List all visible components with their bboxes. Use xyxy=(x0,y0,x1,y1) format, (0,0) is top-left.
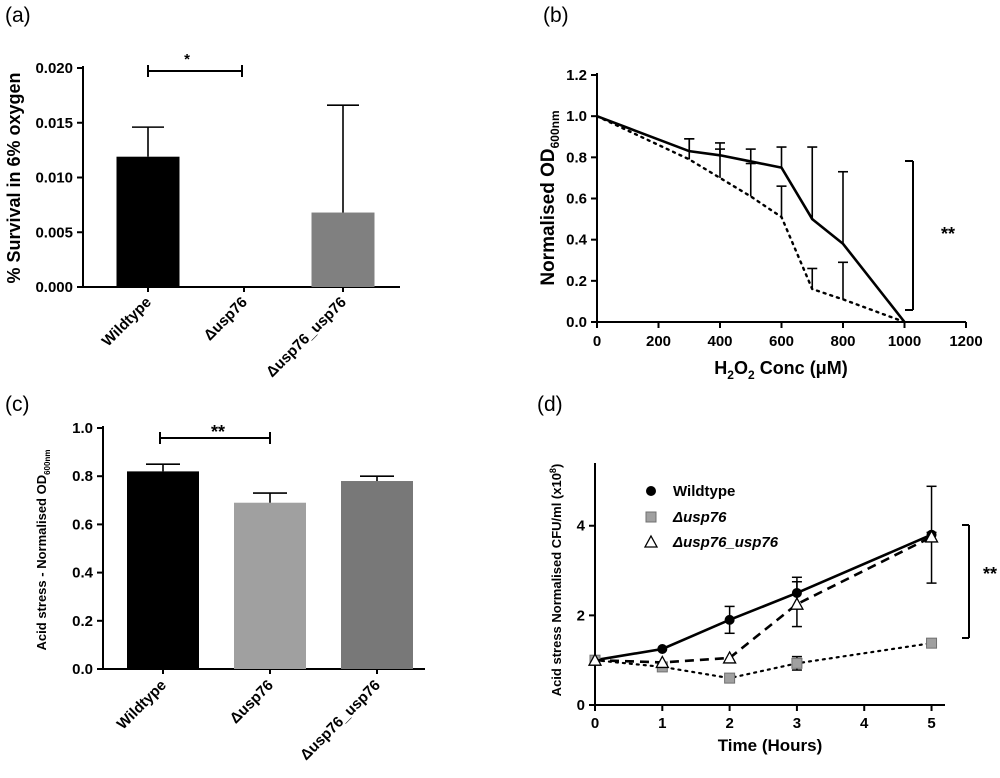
panel-b-series-dotted xyxy=(595,114,906,324)
panel-d-series-line xyxy=(594,535,933,664)
panel-d-x-axis-title: Time (Hours) xyxy=(718,736,823,755)
panel-d-marker-triangle xyxy=(587,652,603,666)
panel-b-x-tick-label: 200 xyxy=(646,333,671,350)
panel-b-x-tick-label: 0 xyxy=(593,333,601,350)
panel-b-x-axis-title: H2O2 Conc (μM) xyxy=(714,358,847,382)
panel-d-y-tick-label: 4 xyxy=(577,518,586,535)
panel-d-marker-circle xyxy=(657,643,668,654)
panel-a-y-tick-label: 0.010 xyxy=(35,170,73,187)
panel-c-y-tick-label: 0.8 xyxy=(72,468,93,485)
panel-a-bar xyxy=(311,212,375,287)
panel-c-y-tick-label: 0.4 xyxy=(72,565,94,582)
panel-c-y-axis-title: Acid stress - Normalised OD600nm xyxy=(34,450,52,651)
panel-d-legend-marker xyxy=(645,511,657,523)
panel-d-legend-label: Wildtype xyxy=(673,483,735,500)
panel-d-marker-square xyxy=(791,657,803,669)
panel-b-y-tick-label: 1.2 xyxy=(566,67,587,84)
panel-d-legend-marker xyxy=(646,486,656,496)
panel-d-label: (d) xyxy=(537,393,563,416)
panel-b-x-tick-label: 800 xyxy=(830,333,855,350)
panel-b-y-axis-title: Normalised OD600nm xyxy=(538,110,562,285)
panel-c-bar xyxy=(127,471,199,669)
panel-d-legend-label: Δusp76_usp76 xyxy=(672,534,779,551)
panel-c-y-tick-label: 0.0 xyxy=(72,661,93,678)
panel-c-y-tick-label: 0.2 xyxy=(72,613,93,630)
panel-d-y-tick-label: 0 xyxy=(577,697,585,714)
panel-d-y-tick-label: 2 xyxy=(577,607,585,624)
panel-c-bar xyxy=(234,502,306,669)
panel-c-label: (c) xyxy=(5,393,30,416)
panel-d-x-tick-label: 1 xyxy=(658,715,666,732)
panel-d-x-tick-label: 3 xyxy=(793,715,801,732)
panel-a-label: (a) xyxy=(5,4,31,27)
panel-a-y-tick-label: 0.005 xyxy=(35,224,73,241)
panel-a-x-tick-label: Δusp76 xyxy=(201,294,251,344)
panel-a-x-tick-label: Wildtype xyxy=(99,294,155,350)
panel-b-y-tick-label: 1.0 xyxy=(566,108,587,125)
panel-b-x-tick-label: 400 xyxy=(707,333,732,350)
panel-b-y-tick-label: 0.6 xyxy=(566,191,587,208)
panel-b-label: (b) xyxy=(543,4,569,27)
panel-d-x-tick-label: 2 xyxy=(725,715,733,732)
panel-d-x-tick-label: 5 xyxy=(927,715,935,732)
panel-d-legend-label: Δusp76 xyxy=(672,509,727,526)
panel-a-bar xyxy=(116,156,180,287)
panel-d-series-line xyxy=(594,533,933,662)
panel-c-x-tick-label: Δusp76_usp76 xyxy=(297,677,384,764)
panel-b-x-tick-label: 1000 xyxy=(888,333,921,350)
panel-c-significance-label: ** xyxy=(211,422,225,442)
panel-d-marker-triangle xyxy=(924,529,939,543)
panel-a-y-axis-title: % Survival in 6% oxygen xyxy=(4,72,24,283)
panel-b-x-tick-label: 1200 xyxy=(949,333,982,350)
panel-c-y-tick-label: 0.6 xyxy=(72,516,93,533)
panel-b-y-tick-label: 0.4 xyxy=(566,232,588,249)
panel-a-y-tick-label: 0.000 xyxy=(35,279,73,296)
panel-b-y-tick-label: 0.0 xyxy=(566,314,587,331)
panel-d-significance-label: ** xyxy=(983,564,997,584)
panel-a-y-tick-label: 0.020 xyxy=(35,60,73,77)
panel-d-x-tick-label: 4 xyxy=(860,715,869,732)
panel-b-series-solid xyxy=(596,114,906,323)
panel-c-x-tick-label: Δusp76 xyxy=(227,677,277,727)
panel-a-y-tick-label: 0.015 xyxy=(35,115,73,132)
panel-a-significance-label: * xyxy=(184,51,190,68)
panel-d-x-tick-label: 0 xyxy=(591,715,599,732)
panel-a-x-tick-label: Δusp76_usp76 xyxy=(263,294,350,381)
panel-d-marker-circle xyxy=(724,614,735,625)
panel-b-significance-label: ** xyxy=(941,224,955,244)
panel-d-marker-triangle xyxy=(722,650,737,664)
panel-c-bar xyxy=(341,481,413,669)
panel-d-marker-triangle xyxy=(789,596,805,610)
panel-d-marker-square xyxy=(926,637,938,649)
panel-d-y-axis-title: Acid stress Normalised CFU/ml (x108) xyxy=(548,464,564,697)
panel-d-legend-marker xyxy=(643,534,659,548)
panel-d-marker-triangle xyxy=(655,655,670,669)
panel-c-y-tick-label: 1.0 xyxy=(72,420,93,437)
panel-c-x-tick-label: Wildtype xyxy=(114,677,170,733)
panel-b-y-tick-label: 0.2 xyxy=(566,273,587,290)
panel-d-marker-square xyxy=(724,672,736,684)
panel-b-x-tick-label: 600 xyxy=(769,333,794,350)
panel-b-y-tick-label: 0.8 xyxy=(566,149,587,166)
